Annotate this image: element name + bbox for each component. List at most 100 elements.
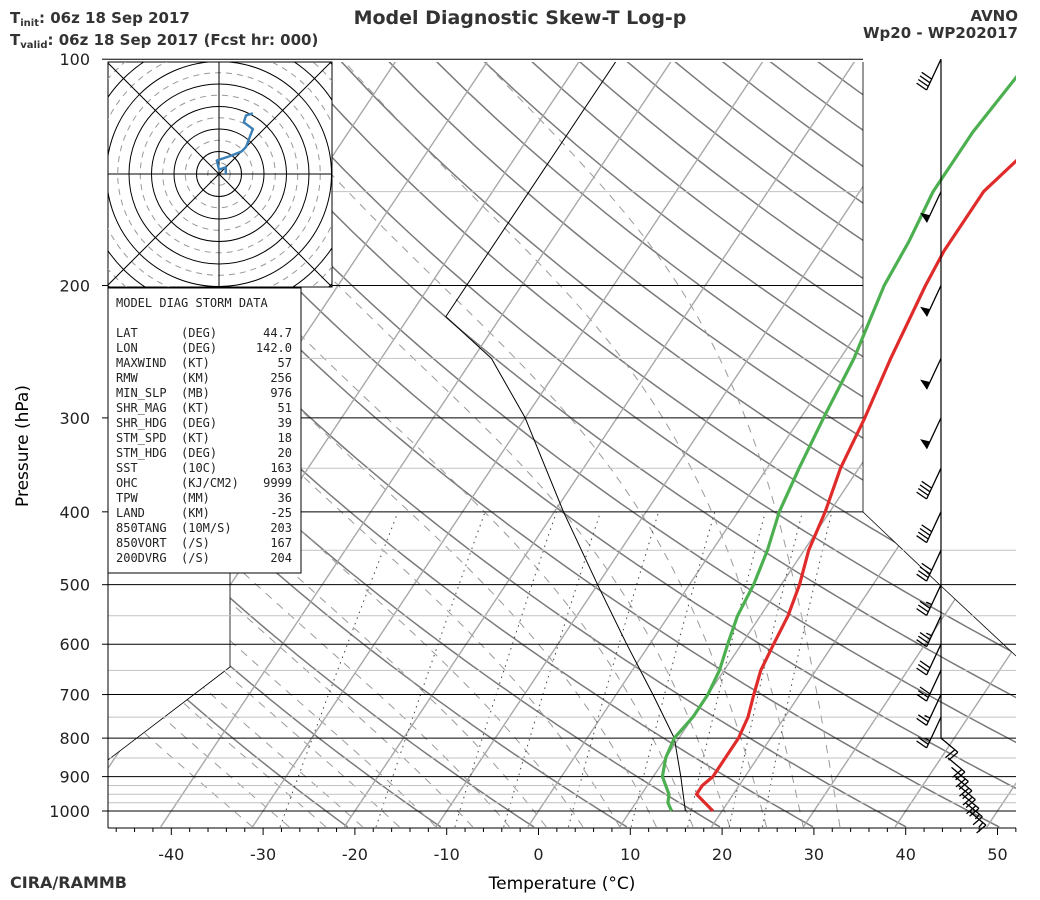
moist-adiabat [108,561,400,828]
storm-row-name: OHC [116,476,138,490]
mixing-ratio-line [454,511,557,828]
storm-row-name: STM_SPD [116,431,167,445]
storm-row-name: STM_HDG [116,446,167,460]
barb-shaft [947,757,966,773]
storm-row-value: 51 [278,401,292,415]
x-tick-label: -10 [434,845,460,864]
storm-row-name: TPW [116,491,138,505]
storm-row-unit: (KT) [181,431,210,445]
barb-flag [916,717,927,726]
moist-adiabat [108,597,363,828]
storm-row-unit: (10C) [181,461,217,475]
barb-flag [976,824,987,834]
barb-flag [916,639,927,648]
barb-flag [919,660,931,669]
wind-barb [920,285,942,317]
barb-flag [917,714,929,723]
barb-flag [921,480,933,489]
barb-flag [948,751,959,761]
storm-row-unit: (KM) [181,506,210,520]
barb-shaft [940,737,959,753]
moist-adiabat [108,482,474,828]
x-tick-label: 20 [712,845,732,864]
barb-flag [916,693,927,702]
barb-shaft [961,793,980,809]
barb-shaft [926,467,942,500]
barb-shaft [958,785,976,801]
storm-row-value: 976 [270,386,292,400]
barb-shaft [926,58,942,91]
mixing-ratio-line [687,511,766,828]
barb-flag [917,570,929,579]
storm-row-value: -25 [270,506,292,520]
mixing-ratio-line [630,511,716,828]
barb-flag [919,631,931,640]
y-tick-label: 700 [59,686,90,705]
barb-flag [972,816,983,826]
dry-adiabat [245,62,1016,655]
storm-row-unit: (/S) [181,551,210,565]
barb-half-flag [924,714,931,719]
storm-row-unit: (KM) [181,371,210,385]
y-tick-label: 200 [59,277,90,296]
storm-row-name: 200DVRG [116,551,167,565]
barb-flag [919,566,931,575]
y-tick-label: 500 [59,576,90,595]
barb-shaft [965,802,983,818]
wind-barb [920,191,942,223]
barb-flag [916,740,927,749]
barb-flag [916,82,927,91]
barb-half-flag [924,737,931,742]
y-tick-label: 1000 [49,802,90,821]
barb-shaft [926,694,942,726]
wind-barb [920,358,942,390]
isotherm [343,62,856,828]
mixing-ratio-line [503,511,601,828]
storm-row-value: 163 [270,461,292,475]
storm-row-name: 850VORT [116,536,167,550]
valid-time: Tvalid: 06z 18 Sep 2017 (Fcst hr: 000) [10,31,318,51]
moist-adiabat [108,632,327,828]
barb-flag [917,635,929,644]
storm-row-unit: (DEG) [181,326,217,340]
y-tick-label: 600 [59,635,90,654]
storm-row-name: SST [116,461,138,475]
background-lines [108,62,1016,828]
y-tick-label: 300 [59,409,90,428]
storm-row-name: RMW [116,371,138,385]
x-tick-label: 0 [533,845,543,864]
chart-title: Model Diagnostic Skew-T Log-p [354,7,687,29]
storm-row-value: 20 [278,446,292,460]
storm-row-unit: (DEG) [181,416,217,430]
barb-shaft [926,615,942,647]
storm-row-value: 18 [278,431,292,445]
storm-row-value: 142.0 [256,341,292,355]
storm-row-name: LAND [116,506,145,520]
barb-flag [921,71,933,80]
wind-barb [961,793,980,817]
barb-flag [919,484,931,493]
moist-adiabat [108,333,584,828]
storm-row-name: MAXWIND [116,356,167,370]
barb-flag [955,778,966,788]
wind-barb [916,694,942,726]
mixing-ratio-line [375,511,486,828]
x-axis-label: Temperature (°C) [488,874,636,894]
barb-shaft [926,716,942,749]
barb-shaft [954,776,973,792]
wind-barbs [916,58,987,834]
init-time: Tinit: 06z 18 Sep 2017 [10,9,190,29]
storm-row-value: 204 [270,551,292,565]
wind-barb [958,785,976,808]
dry-adiabat [108,479,535,828]
wind-barb [916,550,942,582]
wind-barb [916,584,942,617]
dry-adiabat [292,62,1016,613]
storm-row-unit: (KT) [181,356,210,370]
dewpoint-line [660,74,1016,812]
storm-row-value: 36 [278,491,292,505]
storm-row-unit: (DEG) [181,446,217,460]
barb-flag [945,749,956,759]
plot-edge-right [862,62,1016,657]
storm-data-table: MODEL DIAG STORM DATA LAT (DEG) 44.7 LON (DE… [107,287,302,574]
